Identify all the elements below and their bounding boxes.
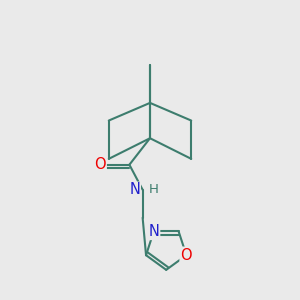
Text: N: N bbox=[148, 224, 159, 239]
Text: N: N bbox=[129, 182, 140, 197]
Text: O: O bbox=[181, 248, 192, 263]
Text: H: H bbox=[149, 183, 159, 196]
Text: O: O bbox=[94, 157, 106, 172]
